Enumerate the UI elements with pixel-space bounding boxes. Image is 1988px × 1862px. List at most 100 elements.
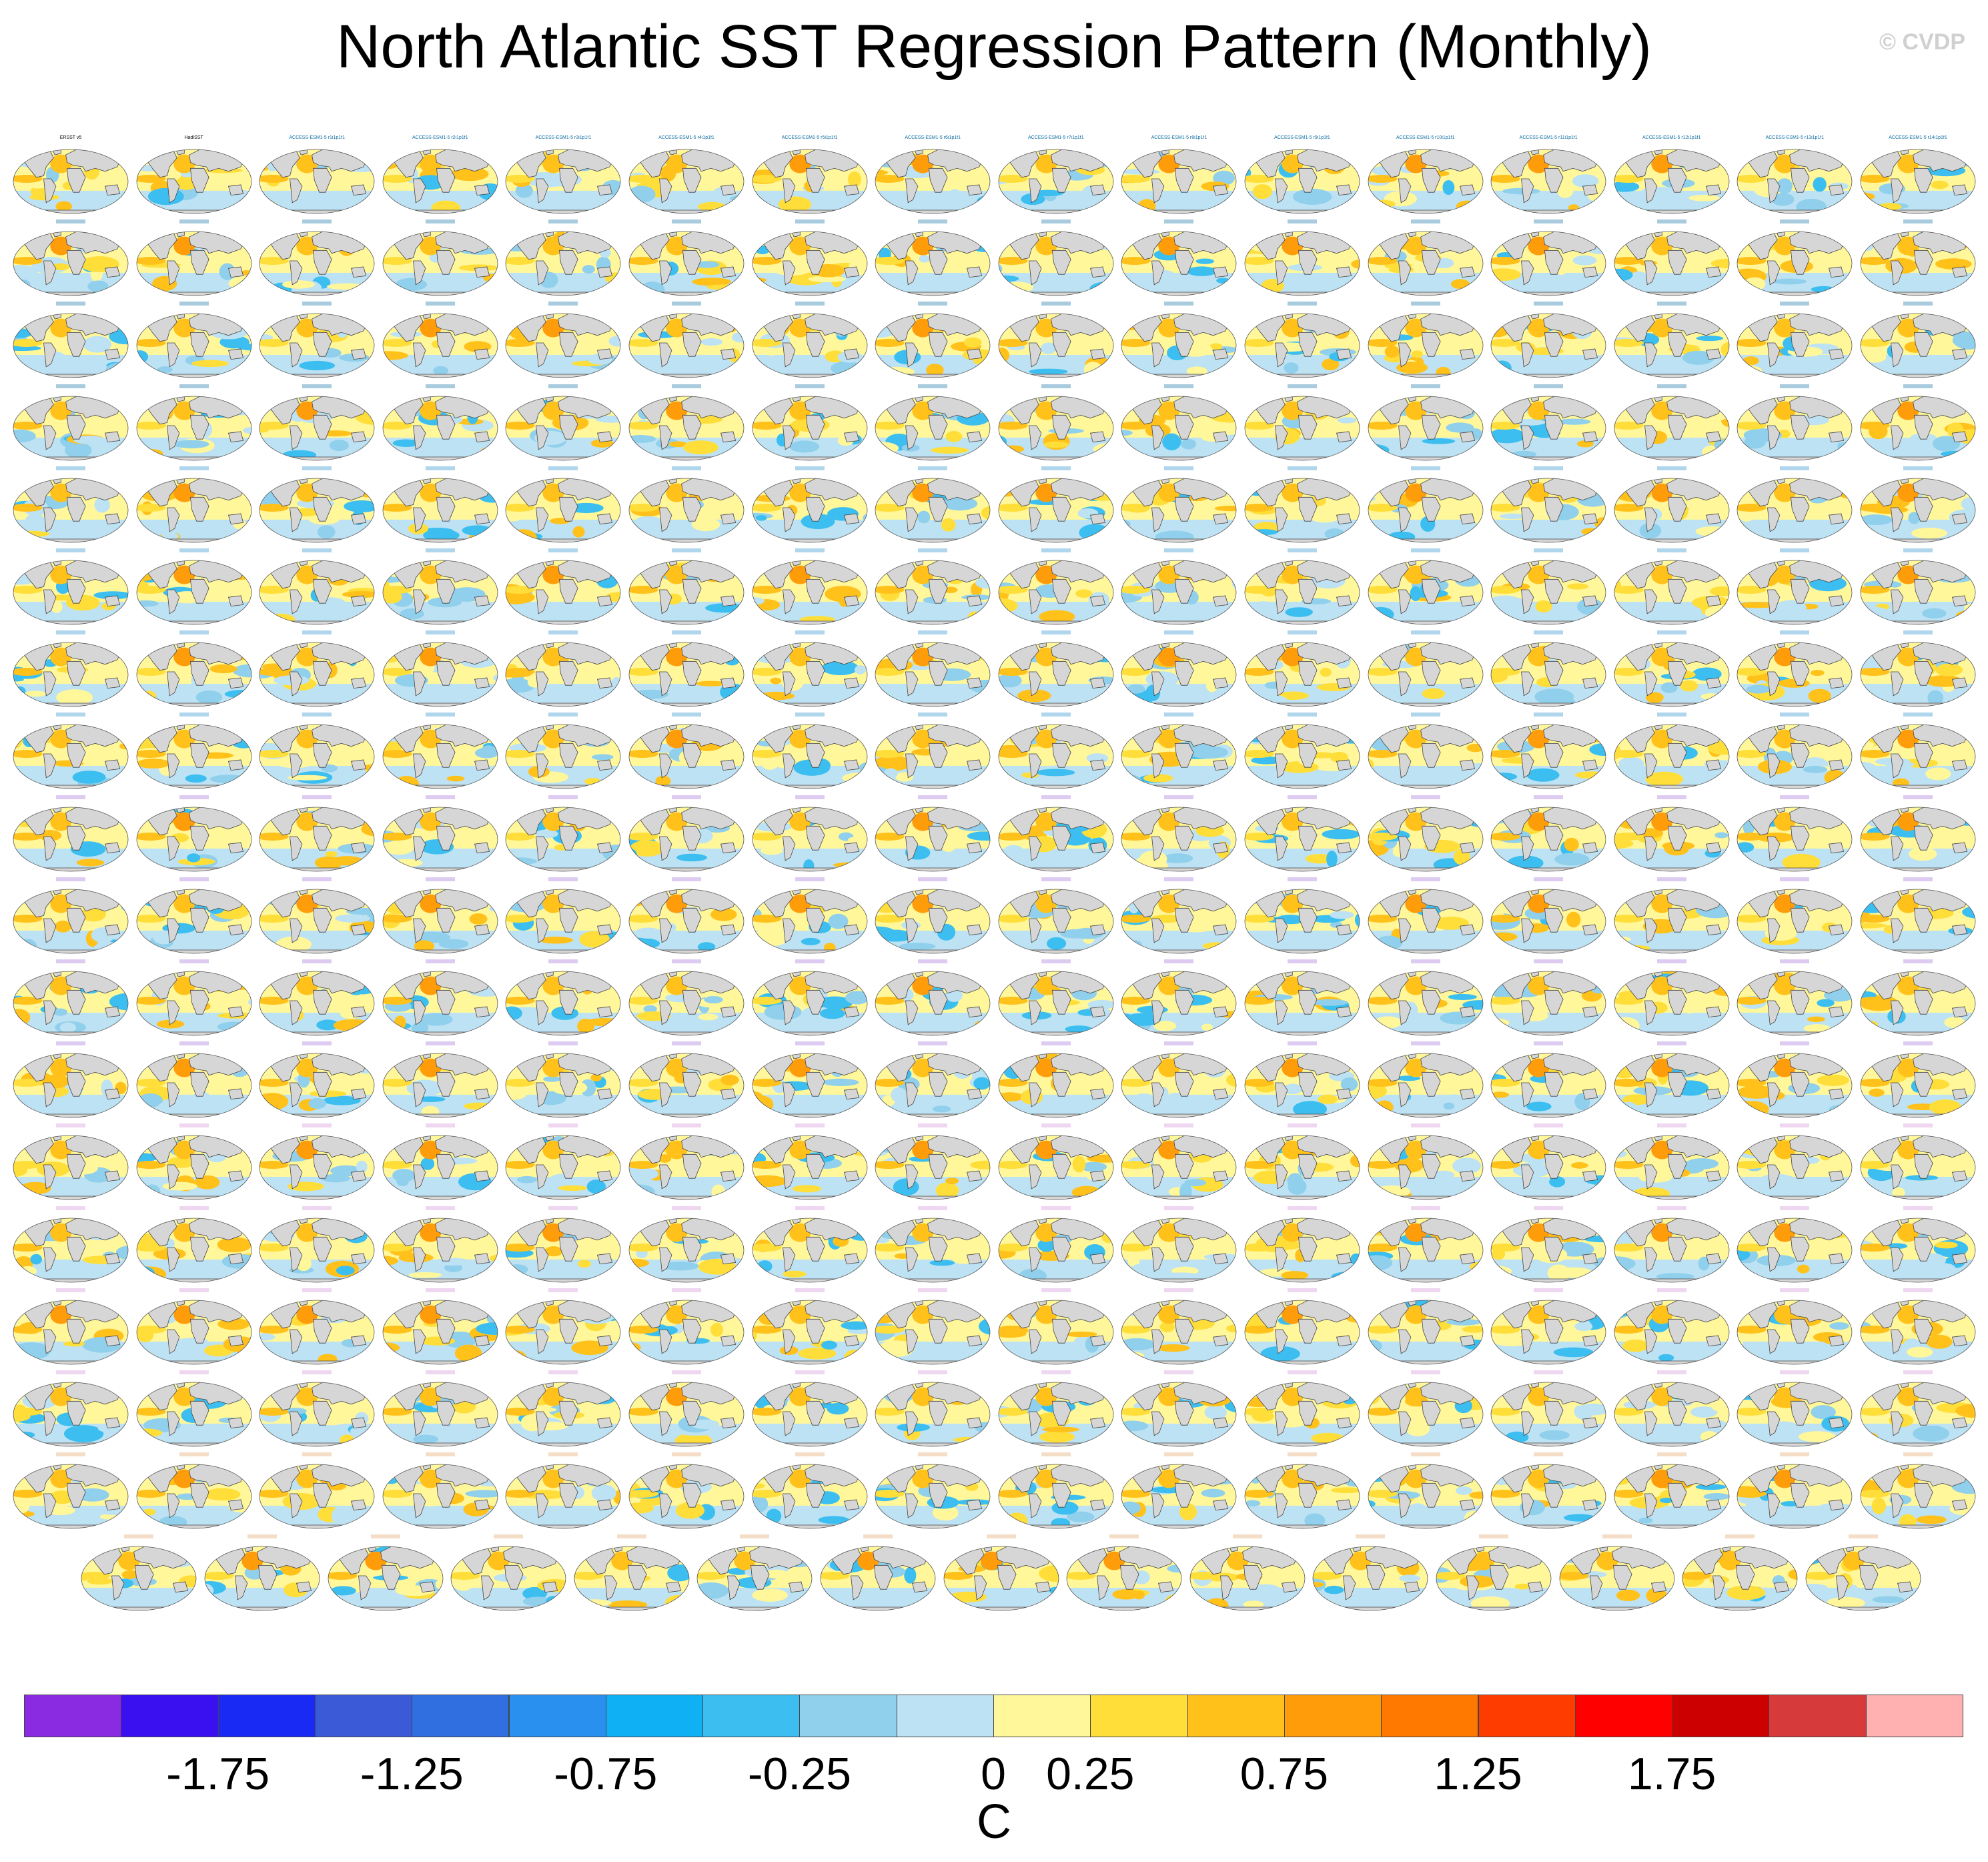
map-panel-title xyxy=(1656,219,1686,224)
map-panel xyxy=(1857,1370,1979,1449)
map-panel-title xyxy=(179,877,209,881)
map-panel xyxy=(379,795,502,874)
world-map-ellipse xyxy=(505,807,621,871)
map-panel-title xyxy=(672,302,701,306)
map-panel-title xyxy=(918,877,948,881)
map-panel xyxy=(625,548,748,627)
map-panel-title xyxy=(494,1534,524,1539)
map-panel xyxy=(871,877,994,956)
map-panel-title xyxy=(1288,877,1317,881)
map-panel xyxy=(625,1206,748,1285)
map-panel-title xyxy=(1903,1288,1933,1292)
map-panel-title xyxy=(1725,1534,1755,1539)
map-panel xyxy=(1063,1534,1185,1613)
map-panel-title xyxy=(425,219,455,224)
colorbar-box xyxy=(1478,1695,1576,1737)
map-panel xyxy=(871,219,994,298)
world-map-ellipse xyxy=(1490,1464,1606,1529)
map-panel xyxy=(871,1370,994,1449)
world-map-ellipse xyxy=(1614,642,1730,707)
world-map-ellipse xyxy=(875,1464,991,1529)
map-panel xyxy=(1733,219,1856,298)
map-panel-title xyxy=(1903,959,1933,963)
map-panel xyxy=(995,795,1117,874)
map-panel-title xyxy=(179,1452,209,1457)
map-panel xyxy=(1733,302,1856,380)
map-panel xyxy=(1241,384,1364,463)
world-map-ellipse xyxy=(628,560,744,625)
world-map-ellipse xyxy=(1614,149,1730,214)
map-panel-title xyxy=(740,1534,770,1539)
map-panel-title xyxy=(548,384,578,388)
map-panel xyxy=(1364,713,1487,791)
map-panel xyxy=(1364,384,1487,463)
world-map-ellipse xyxy=(13,889,129,954)
world-map-ellipse xyxy=(505,971,621,1036)
map-panel-title xyxy=(1780,1452,1810,1457)
map-panel-title xyxy=(1164,630,1194,635)
map-panel xyxy=(1117,1206,1240,1285)
map-panel-title xyxy=(56,713,85,717)
map-panel xyxy=(1857,1041,1979,1120)
map-panel-title xyxy=(548,630,578,635)
world-map-ellipse xyxy=(1860,478,1976,543)
map-panel xyxy=(1241,548,1364,627)
map-panel xyxy=(995,1370,1117,1449)
map-panel xyxy=(502,548,624,627)
colorbar-tick-label: -1.25 xyxy=(360,1749,464,1799)
map-panel-title xyxy=(179,1123,209,1128)
colorbar-box xyxy=(1187,1695,1285,1737)
map-panel-title xyxy=(672,384,701,388)
map-panel-title xyxy=(179,713,209,717)
map-panel-title xyxy=(179,219,209,224)
world-map-ellipse xyxy=(1121,149,1237,214)
map-panel-title xyxy=(1534,795,1564,799)
map-panel-title xyxy=(1041,1288,1071,1292)
map-panel-title xyxy=(425,466,455,470)
world-map-ellipse xyxy=(1736,971,1853,1036)
world-map-ellipse xyxy=(875,231,991,296)
map-panel-title xyxy=(56,1370,85,1374)
world-map-ellipse xyxy=(136,1464,252,1529)
world-map-ellipse xyxy=(752,1053,867,1118)
map-panel xyxy=(749,1288,871,1367)
map-panel xyxy=(1857,1206,1979,1285)
map-panel xyxy=(625,1288,748,1367)
map-panel-title xyxy=(1780,1123,1810,1128)
map-panel xyxy=(256,1288,378,1367)
world-map-ellipse xyxy=(628,724,744,789)
world-map-ellipse xyxy=(13,1135,129,1200)
map-panel xyxy=(1487,959,1610,1038)
colorbar-box xyxy=(896,1695,994,1737)
map-panel xyxy=(1487,384,1610,463)
map-panel xyxy=(995,877,1117,956)
map-panel xyxy=(1610,1041,1733,1120)
map-panel xyxy=(9,1370,132,1449)
world-map-ellipse xyxy=(752,971,867,1036)
world-map-ellipse xyxy=(1736,396,1853,460)
world-map-ellipse xyxy=(13,478,129,543)
map-panel-title xyxy=(1534,384,1564,388)
world-map-ellipse xyxy=(1490,642,1606,707)
world-map-ellipse xyxy=(628,1218,744,1282)
map-panel xyxy=(1857,219,1979,298)
map-panel-title xyxy=(425,1452,455,1457)
world-map-ellipse xyxy=(998,149,1114,214)
map-panel xyxy=(1487,466,1610,545)
map-panel: ACCESS-ESM1-5 r4i1p1f1 xyxy=(625,135,748,216)
map-panel-title xyxy=(1534,548,1564,552)
world-map-ellipse xyxy=(136,313,252,378)
map-panel xyxy=(379,384,502,463)
map-panel-title xyxy=(1848,1534,1878,1539)
colorbar-box xyxy=(1672,1695,1770,1737)
map-panel-title xyxy=(1534,1123,1564,1128)
map-panel xyxy=(817,1534,939,1613)
world-map-ellipse xyxy=(1368,1053,1483,1118)
map-panel xyxy=(1487,877,1610,956)
world-map-ellipse xyxy=(1736,560,1853,625)
map-panel xyxy=(1241,877,1364,956)
world-map-ellipse xyxy=(1244,149,1360,214)
map-panel xyxy=(749,302,871,380)
colorbar-box xyxy=(1284,1695,1382,1737)
world-map-ellipse xyxy=(574,1546,690,1611)
